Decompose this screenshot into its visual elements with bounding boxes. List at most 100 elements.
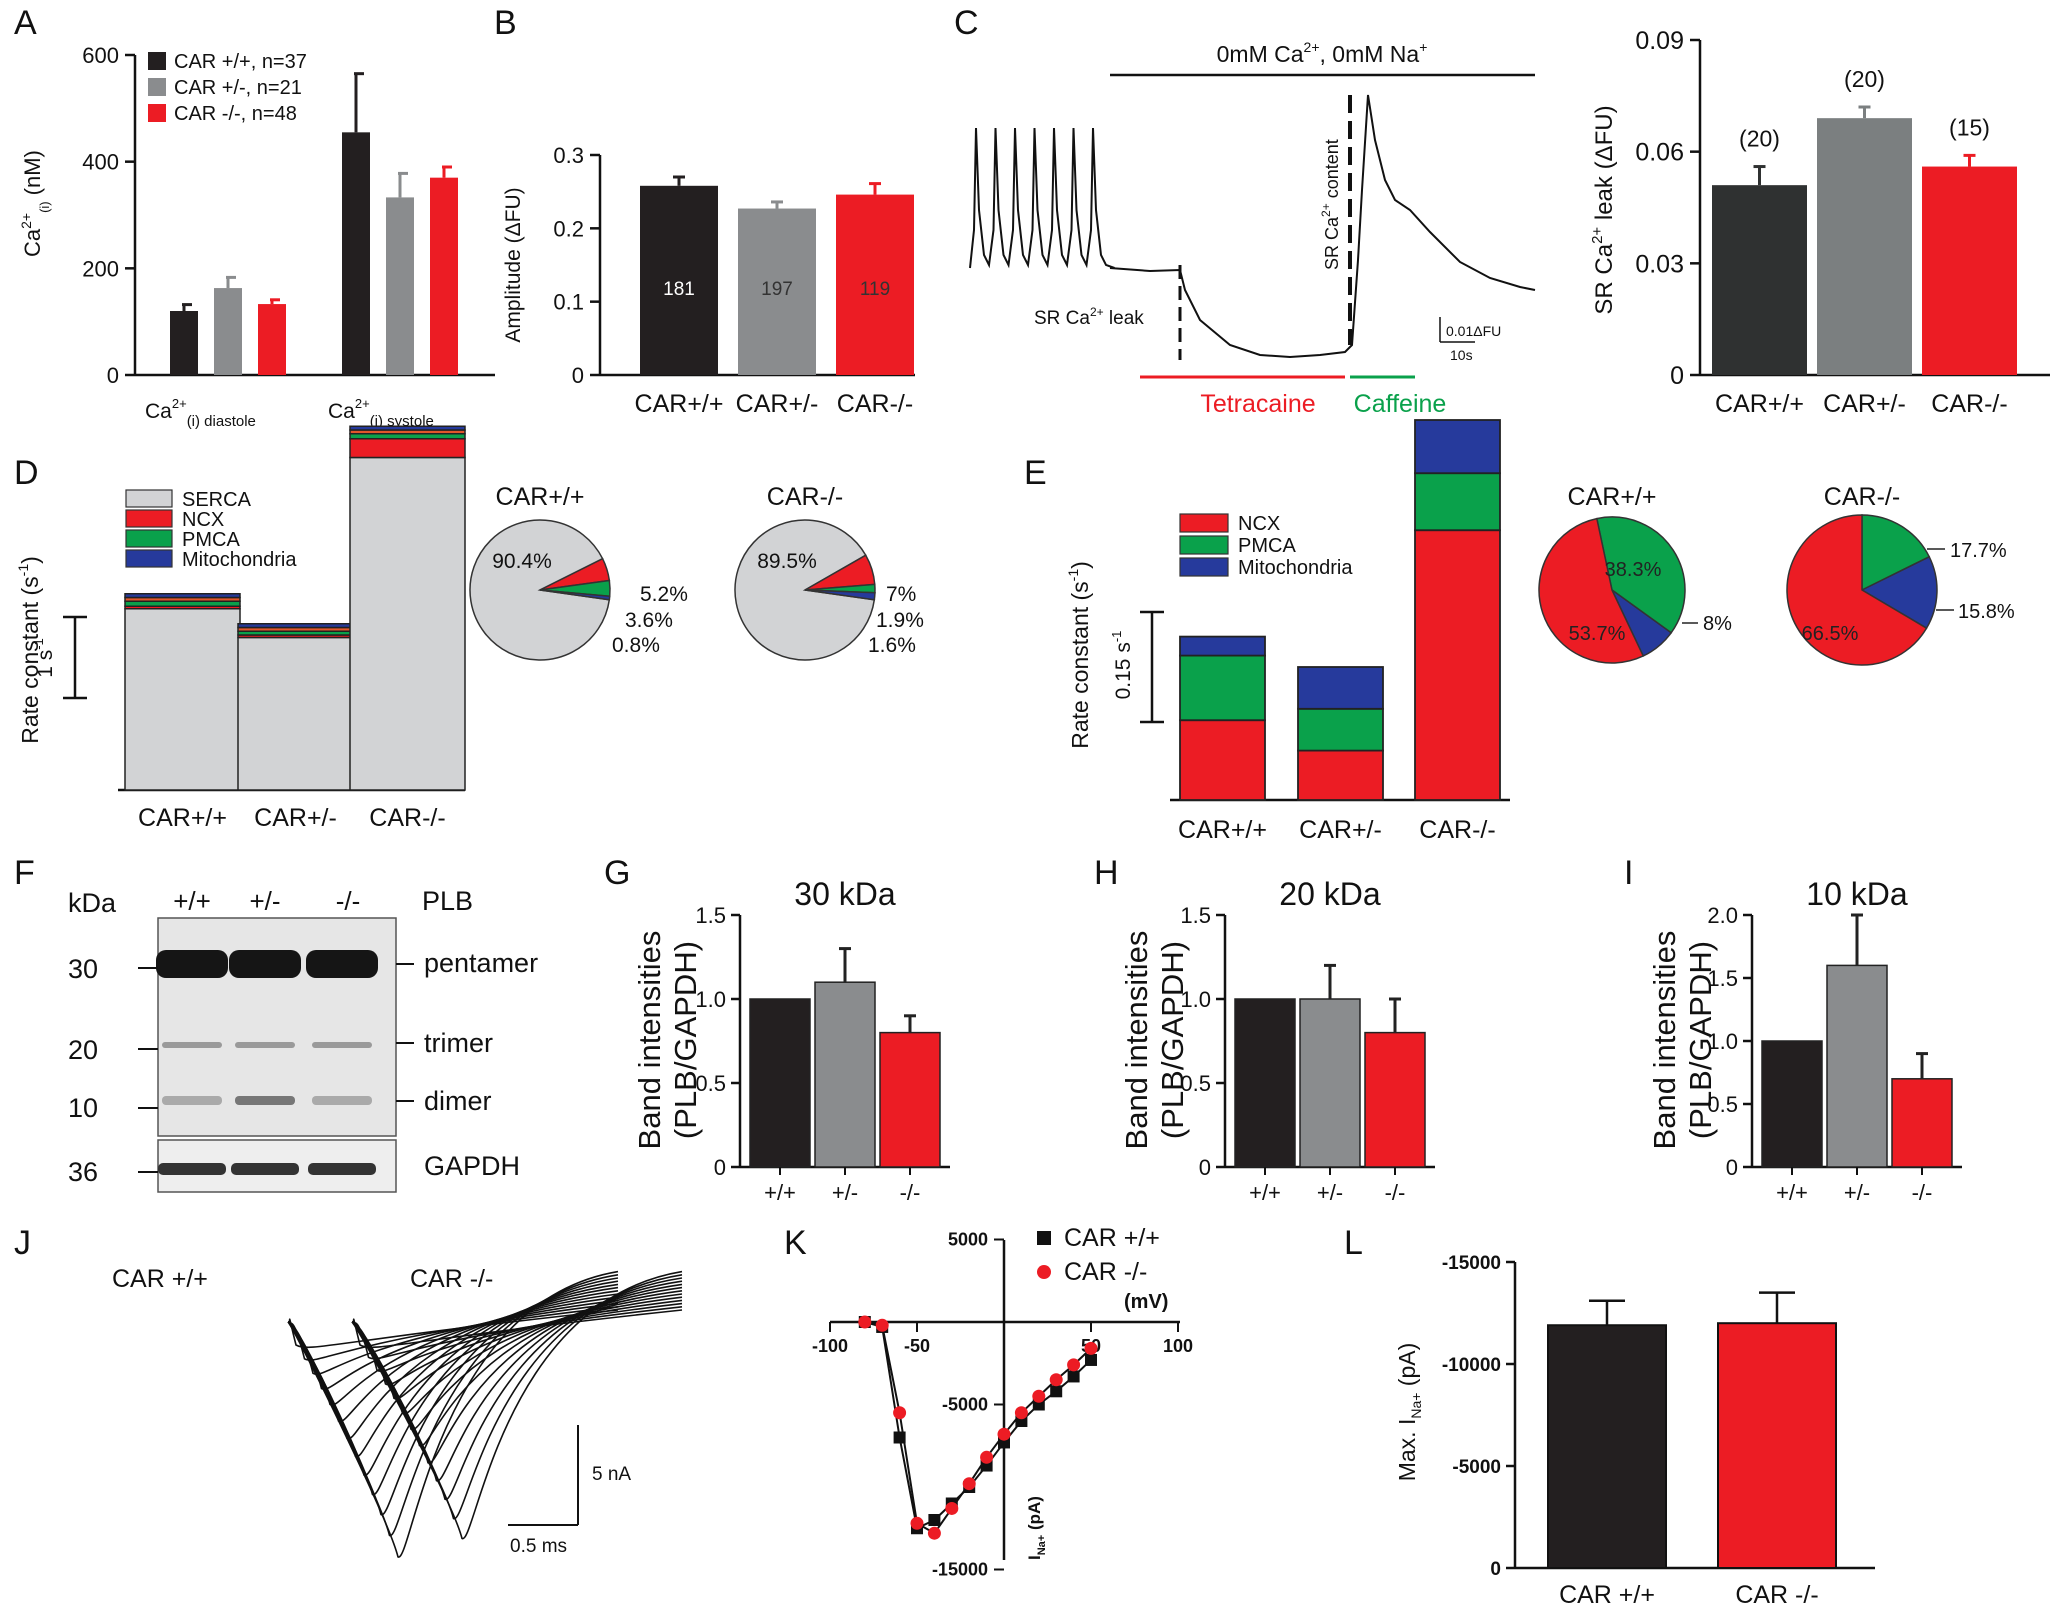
- pie-slice: [1538, 517, 1645, 664]
- y-label-line2: (PLB/GAPDH): [1683, 941, 1718, 1139]
- panel-b-chart: 0 0.1 0.2 0.3 181 CAR+/+ 197 CAR+/- 119 CAR-/- A…: [502, 143, 915, 418]
- bar: [640, 185, 718, 375]
- bar: [342, 132, 370, 375]
- panel-e-chart: CAR+/+ CAR+/- CAR-/- 0.15 s-1 Rate constan…: [1065, 419, 2015, 844]
- x-category-label: CAR-/-: [369, 804, 445, 832]
- panel-c-calcium-trace: [969, 94, 1536, 359]
- y-tick-label: 600: [82, 43, 119, 68]
- stack-segment: [1179, 654, 1266, 722]
- series-line: [864, 1321, 1092, 1530]
- y-tick-label: 0.5: [695, 1071, 726, 1096]
- pie-slice-label: 66.5%: [1802, 623, 1859, 645]
- pie-slice-label: 7%: [886, 583, 916, 606]
- band-trimer: [235, 1042, 295, 1048]
- panel-d-chart: CAR+/+ CAR+/- CAR-/- 1 s-1 Rate constant (…: [15, 425, 924, 832]
- band-trimer: [312, 1042, 372, 1048]
- pie-slice: [1861, 514, 1931, 592]
- panel-label-k: K: [784, 1224, 807, 1262]
- x-category-label: CAR+/+: [138, 804, 227, 832]
- current-trace: [287, 1270, 619, 1558]
- stack-segment: [349, 438, 466, 459]
- pie-slice: [469, 519, 611, 661]
- x-category-label: +/-: [832, 1180, 858, 1205]
- panel-k-series: [858, 1315, 1098, 1540]
- panel-f-lane-wt: +/+: [173, 886, 211, 916]
- panel-a-group-diastole: Ca2+(i) diastole: [145, 396, 256, 430]
- y-tick-label: 5000: [948, 1230, 988, 1250]
- panel-c-scale-x-label: 10s: [1450, 347, 1473, 363]
- band-dimer: [312, 1096, 372, 1105]
- x-category-label: +/+: [1776, 1180, 1808, 1205]
- panel-d-y-label: Rate constant (s-1): [15, 556, 43, 744]
- bar: [749, 998, 811, 1168]
- bar: [1712, 185, 1807, 375]
- panel-label-g: G: [604, 854, 630, 892]
- data-point-ko: [893, 1406, 907, 1420]
- x-category-label: CAR+/+: [1715, 390, 1804, 418]
- y-tick-label: 1.5: [1180, 903, 1211, 928]
- panel-f-lane-ko: -/-: [336, 886, 361, 916]
- panel-label-f: F: [14, 854, 35, 892]
- legend-swatch: [125, 489, 173, 508]
- pie-title: CAR-/-: [767, 483, 843, 511]
- data-point-wt: [1085, 1353, 1097, 1366]
- stack-segment: [1179, 635, 1266, 657]
- y-tick-label: 0.1: [553, 290, 584, 315]
- pie-title: CAR-/-: [1824, 483, 1900, 511]
- band-dimer: [235, 1096, 295, 1105]
- stack-segment: [1414, 419, 1501, 475]
- pie-slice: [1860, 555, 1938, 630]
- bar: [214, 288, 242, 375]
- panel-g-chart: 0 0.5 1.0 1.5 +/+ +/- -/- 30 kDa Band intensitie…: [632, 876, 950, 1205]
- data-point-ko: [962, 1477, 976, 1491]
- legend-label: NCX: [1238, 513, 1280, 535]
- y-tick-label: 1.0: [695, 987, 726, 1012]
- panel-label-j: J: [14, 1224, 31, 1262]
- legend-swatch: [1179, 535, 1229, 555]
- pie-slice-label: 5.2%: [640, 583, 688, 606]
- y-tick-label: 1.0: [1180, 987, 1211, 1012]
- y-tick-label: 400: [82, 150, 119, 175]
- panel-f-band-dimer: dimer: [424, 1086, 492, 1116]
- panel-k-legend-circle: [1037, 1265, 1051, 1279]
- n-label: (15): [1949, 114, 1990, 140]
- panel-e-stacked-bars: CAR+/+ CAR+/- CAR-/-: [1178, 419, 1501, 844]
- panel-k-x-unit: (mV): [1124, 1291, 1168, 1313]
- n-label: (20): [1844, 66, 1885, 92]
- bar: [430, 177, 458, 375]
- panel-label-e: E: [1024, 454, 1047, 492]
- pie-slice: [539, 589, 611, 601]
- panel-j-scale-y-label: 5 nA: [592, 1464, 631, 1485]
- data-point-ko: [945, 1501, 959, 1515]
- stack-segment: [1297, 707, 1384, 752]
- legend-swatch-ko: [148, 104, 166, 122]
- panel-b-y-ticks: 0 0.1 0.2 0.3: [553, 143, 600, 388]
- panel-e-pies: CAR+/+ CAR-/- 38.3% 53.7% 8% 66.5% 17.7% 15.8%: [1538, 483, 2015, 666]
- legend-swatch: [125, 549, 173, 568]
- panel-label-d: D: [14, 454, 39, 492]
- data-point-ko: [997, 1427, 1011, 1441]
- bar: [836, 194, 914, 375]
- chart-title: 10 kDa: [1806, 876, 1908, 912]
- y-tick-label: -15000: [1442, 1253, 1501, 1274]
- bar-n-label: 197: [761, 279, 793, 300]
- data-point-wt: [893, 1431, 906, 1444]
- panel-f-kda-label: kDa: [68, 888, 117, 918]
- current-trace: [351, 1270, 683, 1540]
- band-gapdh: [158, 1163, 226, 1175]
- legend-swatch: [125, 509, 173, 528]
- panel-c-y-ticks: 0 0.03 0.06 0.09: [1635, 27, 1700, 390]
- bar: [1299, 998, 1361, 1168]
- panel-k-legend-wt: CAR +/+: [1064, 1224, 1160, 1252]
- pie-slice: [1786, 514, 1928, 666]
- bar: [258, 304, 286, 375]
- stack-segment: [1179, 719, 1266, 801]
- bar: [170, 311, 198, 375]
- pie-slice-label: 1.9%: [876, 609, 924, 632]
- current-trace: [351, 1277, 683, 1501]
- x-category-label: -/-: [900, 1180, 921, 1205]
- y-tick-label: 0.5: [1707, 1092, 1738, 1117]
- band-pentamer: [306, 950, 378, 978]
- panel-label-a: A: [14, 4, 37, 42]
